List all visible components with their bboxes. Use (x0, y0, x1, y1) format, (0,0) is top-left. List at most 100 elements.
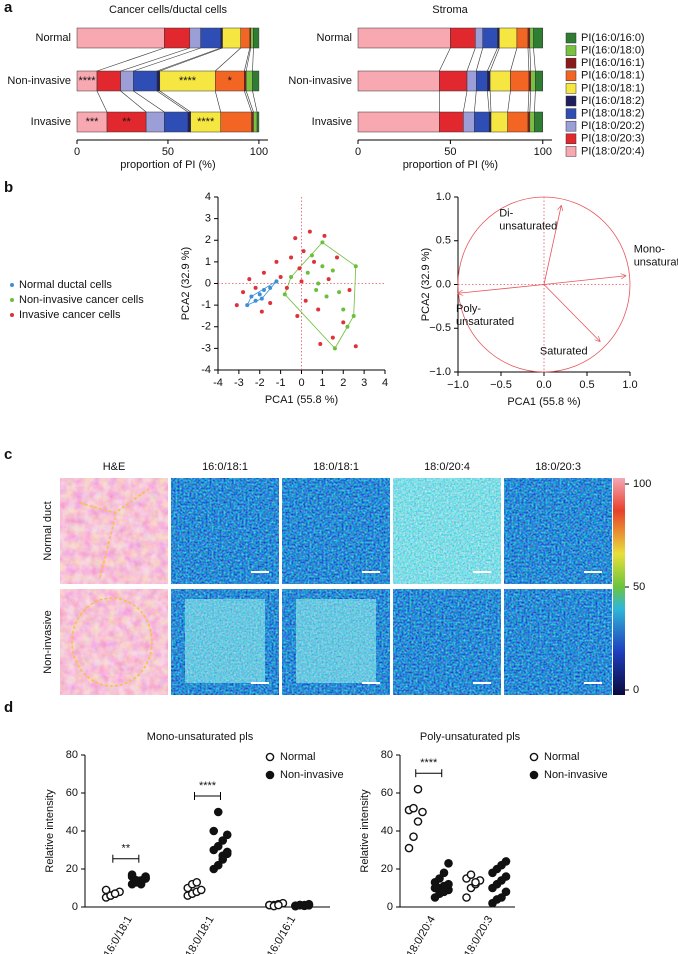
point (351, 313, 356, 318)
image (60, 589, 168, 695)
significance-label: ** (122, 843, 131, 855)
x-tick-label: 0.5 (579, 379, 594, 391)
point (268, 285, 273, 290)
category-label: Non-invasive (288, 75, 352, 87)
x-tick-label: -3 (234, 377, 244, 389)
row-label: Non-invasive (42, 610, 54, 674)
category-label: Invasive (31, 116, 71, 128)
point (409, 803, 418, 813)
vector-label: Di- (499, 208, 513, 220)
loading-vector (543, 284, 600, 342)
vector-label: unsaturated (499, 221, 557, 233)
bar-segment (96, 70, 121, 92)
chart-title: Mono-unsaturated pls (147, 731, 254, 743)
point (253, 285, 258, 290)
connector (159, 47, 223, 72)
x-axis-label: PCA1 (55.8 %) (265, 394, 338, 406)
connector (245, 90, 254, 113)
point (222, 847, 232, 857)
image (171, 478, 279, 584)
bar-segment (474, 111, 490, 133)
legend-swatch (565, 70, 577, 82)
colorbar-tick-label: 0 (633, 684, 639, 696)
point (304, 900, 314, 910)
x-tick-label: 50 (162, 146, 174, 158)
point (234, 303, 239, 308)
point (289, 275, 294, 280)
point (301, 249, 306, 254)
point (101, 885, 111, 895)
significance-label: **** (78, 75, 96, 87)
y-tick-label: 1.0 (436, 191, 451, 203)
point (330, 335, 335, 340)
connector (215, 47, 241, 72)
bar-segment (240, 27, 251, 49)
bar-segment (145, 111, 165, 133)
unit-circle (457, 196, 631, 373)
point (303, 298, 308, 303)
point (444, 879, 453, 889)
loading-vector (543, 206, 561, 285)
bar-segment (516, 27, 529, 49)
image (504, 589, 612, 695)
x-tick-label: 100 (250, 146, 268, 158)
x-tick-label: 18:0/20:3 (462, 914, 495, 954)
y-tick-label: 0.0 (436, 278, 451, 290)
x-tick-label: 1.0 (622, 379, 637, 391)
legend-swatch (565, 83, 577, 94)
point (213, 807, 223, 817)
y-tick-label: 0 (387, 901, 393, 913)
point (413, 817, 423, 826)
x-tick-label: 16:0/16:1 (265, 914, 298, 954)
column-label: H&E (103, 461, 126, 473)
legend-marker (529, 752, 539, 762)
point (222, 830, 232, 840)
bar-segment (497, 27, 500, 49)
bar-segment (251, 111, 254, 133)
point (257, 292, 262, 297)
legend-swatch (565, 95, 577, 107)
x-tick-label: 0 (298, 377, 304, 389)
bar-segment (120, 70, 134, 92)
bar-segment (529, 27, 534, 49)
point (316, 307, 321, 312)
point (299, 279, 304, 284)
y-tick-label: 60 (66, 787, 78, 799)
point (341, 307, 346, 312)
bar-segment (76, 27, 165, 49)
legend-label: Non-invasive (280, 769, 344, 781)
point (209, 826, 219, 836)
duct-outline (71, 597, 153, 687)
connector (244, 90, 252, 113)
legend-label: PI(16:0/16:1) (581, 57, 645, 69)
legend-label: PI(18:0/18:1) (581, 82, 645, 94)
connector (245, 47, 252, 72)
point (439, 868, 449, 878)
category-label: Non-invasive (7, 75, 71, 87)
legend-label: PI(16:0/18:2) (581, 95, 645, 107)
point (353, 344, 358, 349)
x-tick-label: -2 (255, 377, 265, 389)
point (320, 264, 325, 269)
bar-segment (490, 111, 508, 133)
point (332, 346, 337, 351)
legend-label: PI(16:0/18:0) (581, 45, 645, 57)
loading-vector (543, 276, 626, 285)
bar-segment (439, 111, 464, 133)
chart-title: Stroma (432, 4, 468, 16)
colorbar-tick-label: 50 (633, 581, 645, 593)
bar-segment (133, 70, 158, 92)
vector-label: unsaturated (456, 316, 514, 328)
legend-marker (10, 313, 14, 317)
connector (529, 90, 532, 113)
point (127, 870, 137, 880)
category-label: Normal (36, 32, 71, 44)
connector (466, 47, 476, 72)
point (324, 294, 329, 299)
bar-segment (189, 27, 201, 49)
loading-vector (458, 284, 545, 294)
point (282, 292, 287, 297)
point (289, 255, 294, 260)
point (322, 233, 327, 238)
